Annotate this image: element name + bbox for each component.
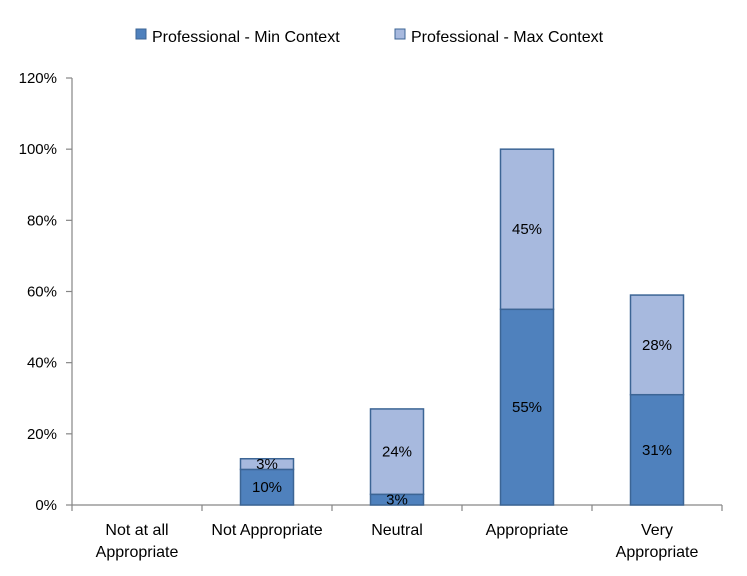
data-label: 28% (642, 337, 672, 354)
y-tick-label: 80% (27, 212, 57, 229)
x-category-label: Very Appropriate (616, 522, 699, 561)
legend-label: Professional - Min Context (152, 29, 340, 46)
data-label: 24% (382, 444, 412, 461)
y-tick-label: 20% (27, 426, 57, 443)
bar-segment-min-context (499, 308, 555, 506)
legend-swatch (135, 28, 147, 40)
bar-segment-max-context (239, 457, 295, 471)
y-tick-label: 40% (27, 355, 57, 372)
data-label: 55% (512, 399, 542, 416)
y-tick-label: 120% (19, 70, 57, 87)
x-category-label: Not at all Appropriate (96, 522, 179, 561)
legend-label: Professional - Max Context (411, 29, 604, 46)
y-tick-label: 100% (19, 141, 57, 158)
legend-swatch (394, 28, 406, 40)
x-category-label: Not Appropriate (211, 522, 322, 539)
x-category-label: Appropriate (486, 522, 569, 539)
data-label: 31% (642, 442, 672, 459)
y-tick-label: 0% (35, 497, 57, 514)
x-category-label: Neutral (371, 522, 423, 539)
data-label: 3% (256, 456, 278, 473)
bar-segment-min-context (629, 393, 685, 506)
data-label: 10% (252, 479, 282, 496)
data-label: 3% (386, 492, 408, 509)
bar-segment-max-context (369, 408, 425, 496)
y-tick-label: 60% (27, 284, 57, 301)
data-label: 45% (512, 221, 542, 238)
bar-segment-max-context (629, 294, 685, 396)
bar-segment-min-context (239, 468, 295, 506)
bar-segment-max-context (499, 148, 555, 311)
